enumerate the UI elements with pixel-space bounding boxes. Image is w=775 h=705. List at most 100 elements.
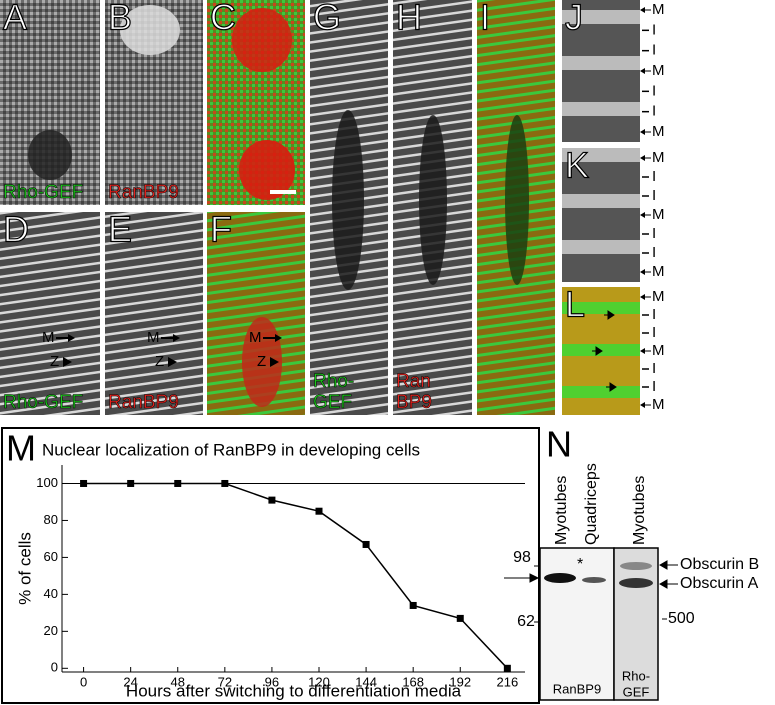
arrow (592, 346, 603, 356)
arrow-head (640, 68, 645, 74)
x-tick-label: 0 (80, 674, 87, 689)
arrow-head (640, 129, 645, 135)
micrograph-feature (419, 115, 447, 285)
band-label: M (652, 149, 665, 166)
micrograph-feature (505, 115, 529, 285)
arrow-head (63, 357, 72, 367)
x-tick-label: 216 (496, 674, 518, 689)
band-label: I (652, 244, 656, 261)
structure-label: Z (257, 353, 266, 370)
band-label: I (652, 21, 656, 38)
micrograph-feature (28, 130, 72, 180)
scale-bar (270, 190, 296, 194)
band-label: I (652, 82, 656, 99)
data-line (83, 482, 508, 669)
panel-letter: M (6, 428, 36, 469)
micrograph (105, 212, 203, 415)
antibody-label: Rho- (622, 668, 650, 683)
band-label: M (652, 396, 665, 413)
lane-label: Myotubes (553, 476, 570, 545)
y-axis-label: % of cells (15, 532, 34, 605)
x-axis-label: Hours after switching to differentiation… (126, 681, 462, 700)
data-point (362, 540, 370, 548)
band (620, 562, 652, 570)
band-label: M (652, 206, 665, 223)
band-label: I (652, 187, 656, 204)
band-label: I (652, 225, 656, 242)
band-label: M (652, 62, 665, 79)
band-label: M (652, 123, 665, 140)
blot-membrane (613, 547, 659, 701)
arrow-head (168, 357, 177, 367)
arrow-head (640, 7, 645, 13)
x-tick-label: 168 (402, 674, 424, 689)
x-tick-label: 48 (171, 674, 185, 689)
micrograph-feature (242, 317, 282, 407)
data-point (221, 479, 229, 487)
structure-label: M (42, 329, 55, 346)
band-label: M (652, 342, 665, 359)
arrow (658, 560, 678, 570)
band-label: I (652, 103, 656, 120)
channel-label: Rho-GEF (3, 182, 83, 203)
panel-letter: F (210, 209, 232, 250)
panel-letter: J (565, 0, 583, 38)
antibody-label: RanBP9 (553, 681, 601, 696)
band-label: M (652, 263, 665, 280)
data-point (174, 479, 182, 487)
band (619, 578, 653, 588)
arrow-head (640, 212, 645, 218)
channel-label: GEF (313, 392, 352, 413)
structure-label: Z (50, 353, 59, 370)
micrograph (0, 212, 100, 415)
structure-label: M (249, 329, 262, 346)
x-tick-label: 24 (123, 674, 137, 689)
band-label: I (652, 306, 656, 323)
arrow-head (68, 334, 75, 342)
x-tick-label: 144 (355, 674, 377, 689)
arrow-head (640, 155, 645, 161)
micrograph-feature (332, 110, 364, 290)
arrow-head (640, 348, 645, 354)
panel-letter: G (313, 0, 341, 38)
micrograph-feature (120, 5, 180, 55)
blot-membrane (539, 547, 615, 701)
arrow (604, 310, 615, 320)
panel-letter: L (565, 284, 585, 325)
band-label: I (652, 378, 656, 395)
band-name: Obscurin B (680, 556, 759, 573)
panel-letter: C (210, 0, 236, 38)
band-label: M (652, 1, 665, 18)
band-label: I (652, 324, 656, 341)
antibody-label: GEF (623, 684, 650, 699)
panel-letter: I (480, 0, 490, 38)
x-tick-label: 96 (265, 674, 279, 689)
channel-label: Ran (396, 371, 431, 392)
mw-marker: 62 (517, 613, 535, 630)
channel-label: BP9 (396, 392, 432, 413)
band (582, 577, 606, 583)
panel-letter: H (396, 0, 422, 38)
chart-title: Nuclear localization of RanBP9 in develo… (42, 440, 420, 459)
arrow-head (640, 269, 645, 275)
y-tick-label: 60 (44, 549, 58, 564)
y-tick-label: 40 (44, 586, 58, 601)
data-point (503, 664, 511, 672)
data-point (268, 496, 276, 504)
arrow-head (270, 357, 279, 367)
arrow (504, 573, 540, 583)
data-point (409, 601, 417, 609)
panel-letter: K (565, 145, 589, 186)
mw-marker: 98 (513, 549, 531, 566)
micrograph-feature (239, 140, 295, 200)
mw-marker: 500 (668, 610, 695, 627)
data-point (456, 614, 464, 622)
y-tick-label: 20 (44, 623, 58, 638)
channel-label: Rho- (313, 371, 354, 392)
structure-label: Z (155, 353, 164, 370)
panel-letter: A (3, 0, 27, 38)
band-label: M (652, 288, 665, 305)
x-tick-label: 192 (449, 674, 471, 689)
y-tick-label: 80 (44, 512, 58, 527)
data-point (127, 479, 135, 487)
